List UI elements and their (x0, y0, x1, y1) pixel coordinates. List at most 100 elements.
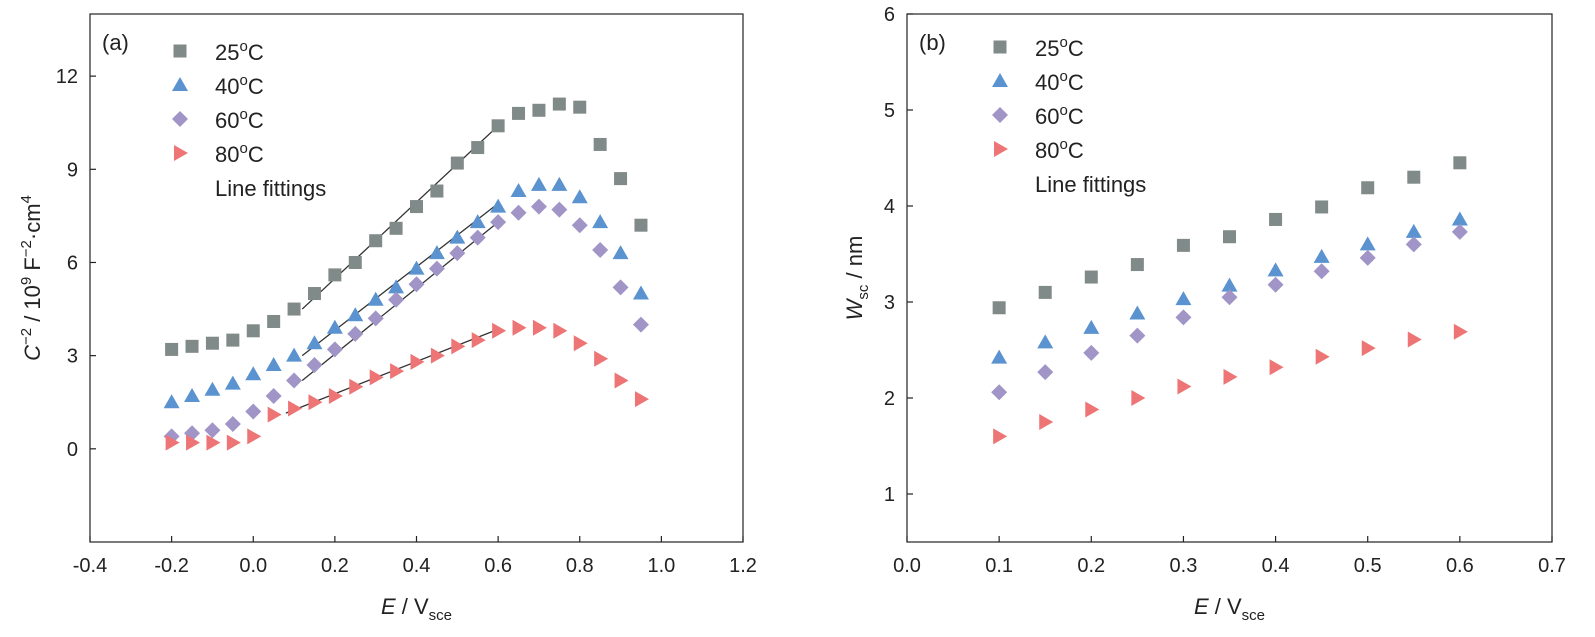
y-tick-label: 6 (884, 4, 895, 26)
legend-marker (173, 44, 187, 58)
data-point (992, 301, 1006, 315)
data-point (410, 200, 423, 214)
data-point (592, 214, 609, 229)
data-point (267, 314, 281, 328)
data-point (552, 97, 566, 111)
data-point (573, 100, 587, 114)
y-tick-label: 9 (67, 159, 78, 181)
y-tick-label: 0 (67, 439, 78, 461)
series-25oC (165, 97, 648, 356)
data-point (306, 335, 323, 350)
series-80oC (165, 319, 649, 451)
data-point (530, 176, 547, 191)
x-tick-label: 0.1 (985, 555, 1013, 577)
data-point (408, 260, 425, 275)
data-point (1223, 368, 1238, 385)
data-point (163, 394, 180, 409)
data-point (204, 381, 221, 396)
data-point (1129, 305, 1146, 320)
x-tick-label: 1.0 (647, 555, 675, 577)
data-point (1176, 238, 1190, 252)
data-point (1085, 401, 1100, 418)
data-point (184, 388, 201, 403)
x-tick-label: 0.6 (1446, 555, 1474, 577)
data-point (1037, 334, 1054, 349)
data-point (634, 391, 649, 408)
data-point (389, 221, 403, 235)
data-point (308, 394, 323, 411)
data-point (492, 322, 507, 339)
plot-frame (906, 13, 1553, 543)
data-point (205, 336, 219, 350)
data-point (1129, 327, 1146, 344)
legend-label: 25oC (215, 38, 264, 65)
data-point (551, 176, 568, 191)
data-point (1313, 263, 1330, 280)
data-point (490, 198, 507, 213)
data-point (410, 353, 425, 370)
data-point (1221, 277, 1238, 292)
y-tick-label: 1 (884, 484, 895, 506)
data-point (450, 156, 464, 170)
data-point (306, 356, 323, 373)
data-point (449, 245, 466, 262)
data-point (430, 184, 444, 198)
legend-label: 40oC (215, 72, 264, 99)
legend-label: 60oC (215, 106, 264, 133)
y-tick-label: 2 (884, 388, 895, 410)
data-point (449, 229, 466, 244)
data-point (286, 347, 303, 362)
data-point (592, 242, 609, 259)
data-point (388, 291, 405, 308)
data-point (186, 434, 201, 451)
data-point (532, 319, 547, 336)
legend-marker (174, 145, 188, 161)
legend-label: 40oC (1035, 68, 1084, 95)
data-point (991, 384, 1008, 401)
data-point (288, 400, 303, 417)
data-point (430, 347, 445, 364)
data-point (265, 388, 282, 405)
data-point (1223, 230, 1236, 244)
data-point (510, 204, 527, 221)
legend-marker (172, 77, 188, 91)
data-point (1084, 270, 1098, 284)
data-point (328, 268, 342, 282)
data-point (1451, 223, 1468, 240)
data-point (1130, 258, 1144, 272)
data-point (634, 218, 648, 232)
data-point (612, 279, 629, 296)
data-point (1037, 364, 1054, 381)
data-point (614, 372, 629, 389)
x-tick-label: 0.4 (1262, 555, 1290, 577)
legend-label: 80oC (1035, 136, 1084, 163)
data-point (204, 422, 221, 439)
data-point (1267, 276, 1284, 293)
data-point (594, 350, 609, 367)
data-point (226, 333, 240, 347)
data-point (573, 335, 588, 352)
legend-marker (992, 107, 1008, 123)
data-point (349, 378, 364, 395)
data-point (1313, 248, 1330, 263)
data-point (246, 324, 260, 338)
x-tick-label: 0.2 (321, 555, 349, 577)
series-80oC (993, 323, 1468, 445)
data-point (1039, 414, 1054, 430)
legend-marker (992, 73, 1008, 87)
series-60oC (991, 223, 1468, 401)
panel-label: (b) (919, 30, 946, 55)
data-point (369, 369, 384, 386)
data-point (612, 245, 629, 260)
data-point (347, 307, 364, 322)
data-point (348, 255, 362, 269)
chart-panel-a: -0.4 -0.2 0.0 0.2 0.4 0.6 0.8 1.0 1.2 0 3 6 9 12 E / V… (18, 13, 757, 624)
data-point (1361, 340, 1376, 357)
data-point (471, 141, 485, 155)
data-point (1221, 289, 1238, 306)
series-60oC (163, 198, 649, 445)
legend-label: Line fittings (1035, 172, 1146, 197)
data-point (1453, 323, 1468, 340)
